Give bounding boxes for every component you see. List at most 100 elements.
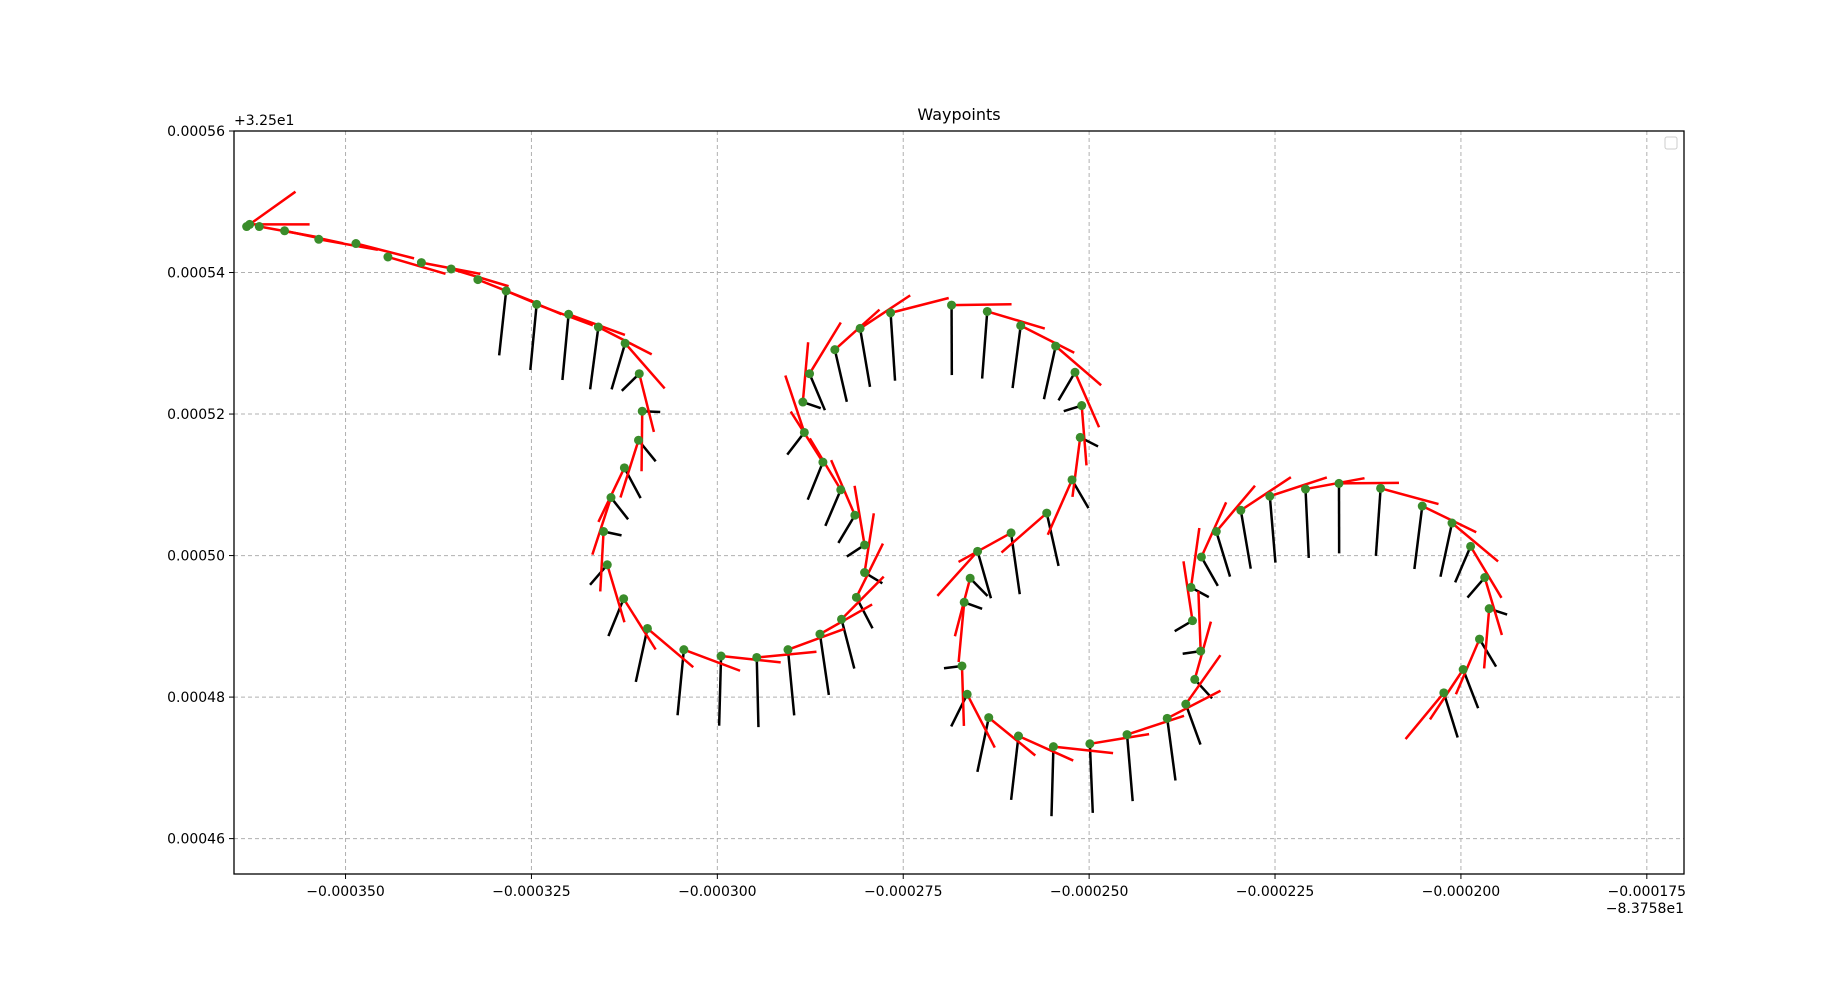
heading-vector	[600, 532, 603, 592]
waypoint-marker	[502, 286, 511, 295]
waypoint-marker	[798, 398, 807, 407]
heading-vector	[820, 604, 872, 634]
waypoint-marker	[963, 690, 972, 699]
heading-vector	[247, 192, 296, 227]
waypoint-marker	[1085, 739, 1094, 748]
heading-vector	[319, 239, 378, 250]
normal-vector	[1186, 704, 1201, 744]
waypoint-marker	[1051, 342, 1060, 351]
x-tick-label: −0.000275	[864, 884, 943, 900]
waypoint-marker	[815, 630, 824, 639]
x-tick-layer: −0.000350−0.000325−0.000300−0.000275−0.0…	[306, 874, 1686, 900]
heading-vector	[959, 533, 1012, 562]
normal-vector	[757, 657, 759, 727]
x-tick-label: −0.000200	[1422, 884, 1501, 900]
waypoint-marker	[1376, 484, 1385, 493]
normal-vector	[838, 515, 855, 543]
waypoint-marker	[1042, 509, 1051, 518]
heading-vector	[624, 599, 656, 650]
normal-vector	[860, 328, 870, 386]
waypoint-marker	[532, 300, 541, 309]
x-tick-label: −0.000325	[492, 884, 571, 900]
waypoint-marker	[1049, 742, 1058, 751]
normal-vector	[1051, 747, 1053, 817]
normal-vector	[612, 343, 626, 389]
waypoint-marker	[1163, 714, 1172, 723]
normal-vector	[835, 350, 847, 402]
heading-vector	[1127, 716, 1184, 735]
waypoint-marker	[1016, 321, 1025, 330]
heading-vector	[1381, 488, 1439, 504]
x-axis-offset-label: −8.3758e1	[1606, 901, 1684, 917]
normal-vector	[1011, 736, 1018, 800]
waypoint-marker	[564, 310, 573, 319]
waypoint-marker	[1014, 732, 1023, 741]
y-tick-label: 0.00048	[167, 690, 225, 706]
x-tick-label: −0.000350	[306, 884, 385, 900]
waypoint-marker	[947, 301, 956, 310]
normal-vector	[1270, 496, 1276, 563]
heading-vector-layer	[247, 192, 1502, 761]
y-tick-label: 0.00056	[167, 124, 225, 140]
normal-vector	[1463, 669, 1478, 708]
waypoint-marker	[1181, 700, 1190, 709]
waypoint-marker	[800, 428, 809, 437]
x-tick-label: −0.000225	[1236, 884, 1315, 900]
normal-vector	[788, 650, 794, 716]
waypoint-marker	[643, 624, 652, 633]
waypoint-marker	[1068, 475, 1077, 484]
normal-vector	[1306, 489, 1309, 558]
waypoint-marker	[1439, 688, 1448, 697]
waypoint-marker	[860, 540, 869, 549]
normal-vector	[499, 291, 506, 356]
waypoint-marker	[1188, 616, 1197, 625]
waypoint-marker	[1071, 368, 1080, 377]
waypoint-marker	[1301, 485, 1310, 494]
normal-vector	[608, 599, 623, 636]
normal-vector	[624, 468, 640, 498]
heading-vector	[791, 412, 823, 463]
waypoint-marker	[314, 235, 323, 244]
normal-vector	[1241, 510, 1251, 568]
waypoint-marker	[1076, 433, 1085, 442]
waypoint-marker	[635, 369, 644, 378]
normal-vector	[825, 490, 840, 526]
waypoint-marker	[1418, 502, 1427, 511]
waypoint-marker	[1197, 552, 1206, 561]
waypoint-marker	[1466, 542, 1475, 551]
waypoint-marker	[752, 653, 761, 662]
waypoint-marker	[447, 264, 456, 273]
heading-vector	[1048, 480, 1072, 535]
normal-vector	[1444, 693, 1458, 738]
waypoint-layer	[242, 220, 1494, 751]
heading-vector	[1422, 506, 1476, 532]
heading-vector	[989, 718, 1036, 756]
normal-vector	[1216, 532, 1230, 577]
heading-vector	[1456, 639, 1480, 694]
y-tick-label: 0.00050	[167, 549, 225, 565]
waypoint-marker	[805, 369, 814, 378]
y-axis-offset-label: +3.25e1	[234, 113, 294, 129]
waypoint-marker	[245, 220, 254, 229]
normal-vector	[719, 656, 721, 726]
waypoint-marker	[856, 324, 865, 333]
chart-title: Waypoints	[917, 105, 1000, 124]
waypoint-marker	[1187, 583, 1196, 592]
waypoint-marker	[280, 226, 289, 235]
normal-vector	[1414, 506, 1422, 569]
waypoint-marker	[1212, 527, 1221, 536]
heading-vector	[1198, 591, 1200, 651]
waypoint-marker	[1123, 730, 1132, 739]
waypoint-marker	[1448, 519, 1457, 528]
waypoint-marker	[620, 463, 629, 472]
waypoint-marker	[1190, 675, 1199, 684]
waypoint-marker	[860, 568, 869, 577]
waypoint-marker	[255, 222, 264, 231]
waypoint-marker	[634, 436, 643, 445]
normal-vector	[1455, 546, 1470, 582]
normal-vector	[1376, 488, 1381, 556]
legend-box	[1665, 137, 1677, 149]
waypoint-marker	[850, 511, 859, 520]
normal-vector	[1480, 639, 1497, 667]
